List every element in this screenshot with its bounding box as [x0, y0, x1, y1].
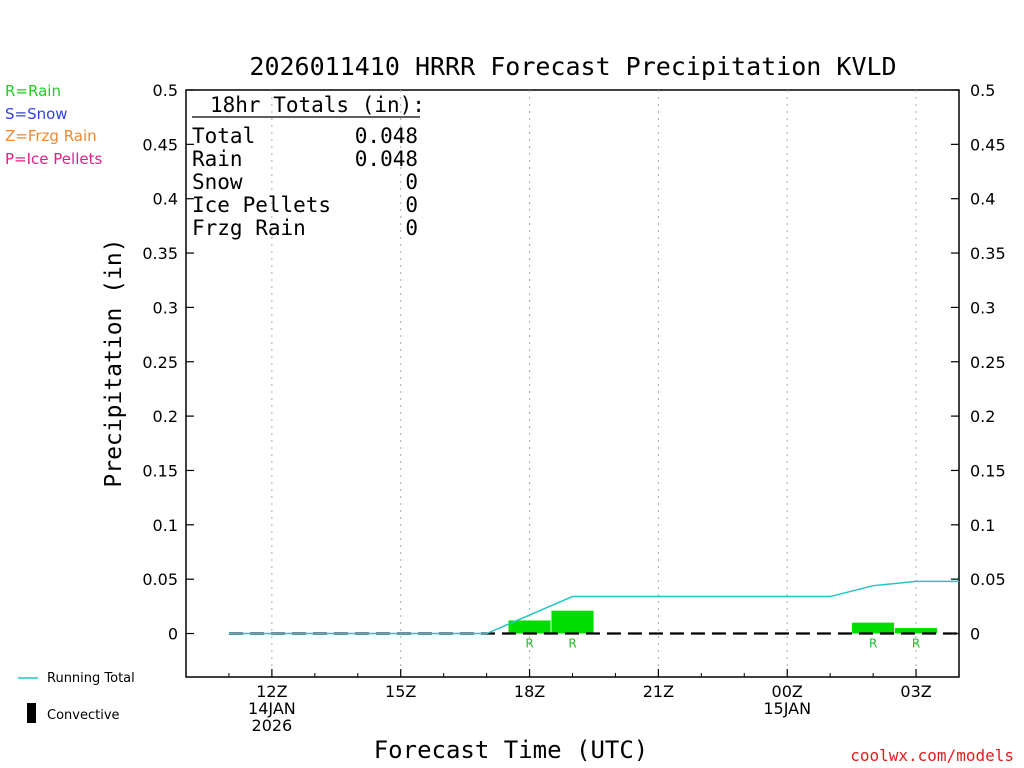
y-tick-label-right: 0.1	[970, 516, 995, 535]
y-tick-label-left: 0.5	[153, 81, 178, 100]
precip-bar	[895, 628, 938, 634]
site-credit: coolwx.com/models	[850, 746, 1014, 765]
y-tick-label-left: 0.15	[142, 461, 178, 480]
precip-bar	[551, 610, 594, 634]
x-axis-label: Forecast Time (UTC)	[374, 736, 649, 764]
totals-value-rain: 0.048	[355, 147, 418, 171]
y-tick-label-right: 0.5	[970, 81, 995, 100]
y-tick-label-right: 0.3	[970, 298, 995, 317]
y-tick-label-right: 0.2	[970, 407, 995, 426]
legend-ice-pellets: P=Ice Pellets	[5, 150, 102, 168]
precip-type-legend: R=Rain S=Snow Z=Frzg Rain P=Ice Pellets	[5, 82, 102, 168]
running-total-legend-label: Running Total	[47, 671, 135, 686]
running-total-line	[228, 580, 959, 635]
y-tick-label-left: 0.4	[153, 190, 178, 209]
y-axis-label: Precipitation (in)	[101, 238, 127, 487]
grid-lines	[271, 90, 917, 677]
totals-label-rain: Rain	[192, 147, 243, 171]
y-tick-label-left: 0.1	[153, 516, 178, 535]
x-tick-label: 21Z	[643, 682, 674, 701]
y-tick-label-left: 0.3	[153, 298, 178, 317]
x-tick-label: 15JAN	[763, 699, 811, 718]
totals-box: 18hr Totals (in): Total 0.048 Rain 0.048…	[192, 93, 425, 240]
y-tick-label-left: 0.45	[142, 135, 178, 154]
y-axis-right: 0 0.05 0.1 0.15 0.2 0.25 0.3 0.35 0.4 0.45 0.5	[951, 81, 1006, 644]
chart-title: 2026011410 HRRR Forecast Precipitation K…	[249, 52, 896, 81]
legend-freezing-rain: Z=Frzg Rain	[5, 127, 97, 145]
y-tick-label-left: 0	[168, 625, 178, 644]
x-tick-label: 00Z	[772, 682, 803, 701]
totals-value-snow: 0	[405, 170, 418, 194]
precip-bars	[508, 610, 938, 634]
y-tick-label-right: 0.4	[970, 190, 995, 209]
totals-value-ice-pellets: 0	[405, 193, 418, 217]
x-tick-label: 18Z	[514, 682, 545, 701]
running-total-path	[228, 580, 959, 635]
x-tick-label: 12Z	[256, 682, 287, 701]
y-tick-label-left: 0.35	[142, 244, 178, 263]
totals-label-total: Total	[192, 124, 255, 148]
x-tick-label: 15Z	[385, 682, 416, 701]
line-legend: Running Total Convective	[18, 671, 135, 723]
precip-type-mark: R	[568, 637, 576, 651]
legend-rain: R=Rain	[5, 82, 61, 100]
totals-label-snow: Snow	[192, 170, 243, 194]
y-tick-label-left: 0.05	[142, 570, 178, 589]
totals-label-ice-pellets: Ice Pellets	[192, 193, 331, 217]
totals-value-freezing-rain: 0	[405, 216, 418, 240]
convective-legend-label: Convective	[47, 708, 120, 723]
y-tick-label-right: 0.45	[970, 135, 1006, 154]
legend-snow: S=Snow	[5, 105, 68, 123]
y-tick-label-right: 0.15	[970, 461, 1006, 480]
precip-type-mark: R	[525, 637, 533, 651]
y-axis-left: 0 0.05 0.1 0.15 0.2 0.25 0.3 0.35 0.4 0.45 0.5	[142, 81, 194, 644]
totals-value-total: 0.048	[355, 124, 418, 148]
y-tick-label-right: 0.25	[970, 353, 1006, 372]
y-tick-label-right: 0	[970, 625, 980, 644]
precip-bar	[852, 622, 895, 634]
precip-bar	[508, 620, 551, 634]
convective-swatch	[27, 703, 36, 723]
x-tick-label: 14JAN	[248, 699, 296, 718]
plot-frame	[185, 89, 960, 678]
y-tick-label-right: 0.35	[970, 244, 1006, 263]
y-tick-label-left: 0.25	[142, 353, 178, 372]
y-tick-label-right: 0.05	[970, 570, 1006, 589]
x-tick-label: 03Z	[900, 682, 931, 701]
precip-type-mark: R	[869, 637, 877, 651]
totals-label-freezing-rain: Frzg Rain	[192, 216, 306, 240]
precip-type-mark: R	[912, 637, 920, 651]
totals-heading: 18hr Totals (in):	[210, 93, 425, 117]
y-tick-label-left: 0.2	[153, 407, 178, 426]
x-tick-label: 2026	[252, 716, 293, 735]
